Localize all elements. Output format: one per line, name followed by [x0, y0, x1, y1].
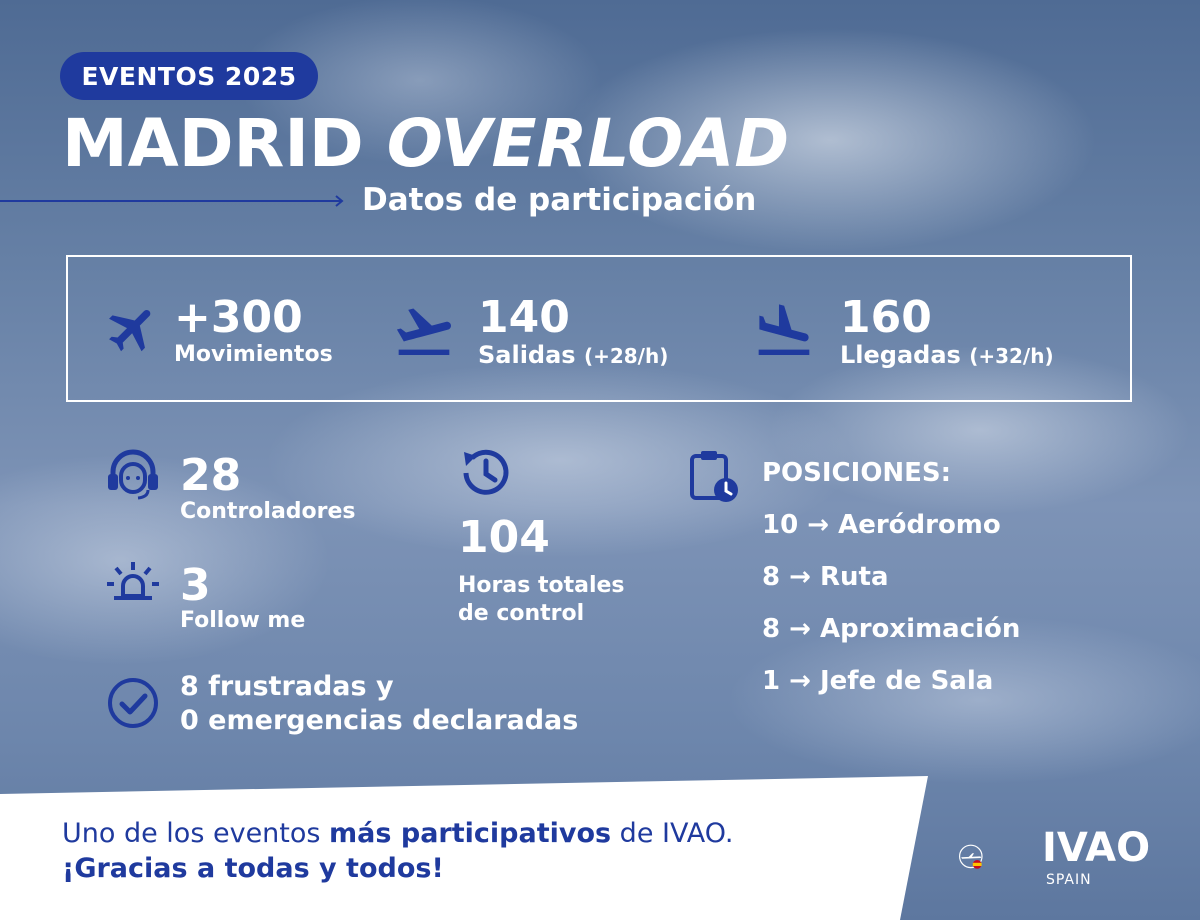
movements-value: +300	[174, 292, 303, 343]
subtitle-arrow-line	[0, 195, 344, 207]
footer-line1-post: de IVAO.	[611, 818, 734, 849]
departures-label: Salidas (+28/h)	[478, 341, 668, 370]
position-item-aproximacion: 8 → Aproximación	[762, 614, 1021, 644]
check-circle-icon	[108, 678, 158, 728]
departures-value: 140	[478, 292, 570, 343]
hours-label-line1: Horas totales	[458, 573, 625, 598]
arrivals-rate: (+32/h)	[969, 344, 1054, 368]
follow-me-label: Follow me	[180, 608, 306, 633]
movements-label: Movimientos	[174, 342, 333, 367]
history-clock-icon	[463, 449, 509, 495]
airplane-icon	[109, 309, 151, 352]
position-item-jefe-de-sala: 1 → Jefe de Sala	[762, 666, 994, 696]
subtitle: Datos de participación	[362, 182, 757, 218]
position-item-ruta: 8 → Ruta	[762, 562, 889, 592]
follow-me-value: 3	[180, 560, 211, 611]
ivao-logo-icon	[959, 844, 983, 869]
arrivals-value: 160	[840, 292, 932, 343]
footer-line1-bold: más participativos	[329, 818, 612, 849]
title-main: MADRID	[62, 105, 387, 182]
arrivals-label-text: Llegadas	[840, 341, 970, 369]
footer-line2: ¡Gracias a todas y todos!	[62, 853, 444, 884]
logo-region: SPAIN	[1046, 872, 1092, 888]
headset-icon	[108, 449, 158, 500]
footer-banner	[0, 776, 928, 920]
arrival-icon	[758, 304, 810, 355]
summary-box	[66, 255, 1132, 402]
footer-line1: Uno de los eventos más participativos de…	[62, 818, 733, 849]
hours-value: 104	[458, 512, 550, 563]
clipboard-clock-icon	[690, 451, 738, 502]
controllers-label: Controladores	[180, 499, 356, 524]
positions-title: POSICIONES:	[762, 458, 952, 488]
page-title: MADRID OVERLOAD	[62, 104, 789, 184]
title-italic: OVERLOAD	[386, 105, 790, 182]
position-item-aerodromo: 10 → Aeródromo	[762, 510, 1001, 540]
departures-rate: (+28/h)	[583, 344, 669, 368]
arrivals-label: Llegadas (+32/h)	[840, 341, 1054, 370]
departures-label-text: Salidas	[478, 341, 584, 369]
incidents-line2: 0 emergencias declaradas	[180, 705, 579, 736]
controllers-value: 28	[180, 450, 242, 501]
event-badge: EVENTOS 2025	[60, 52, 318, 100]
departure-icon	[396, 308, 451, 355]
hours-label-line2: de control	[458, 601, 585, 626]
incidents-line1: 8 frustradas y	[180, 671, 394, 702]
logo-name: IVAO	[1042, 825, 1151, 871]
beacon-light-icon	[107, 562, 159, 600]
footer-line1-pre: Uno de los eventos	[62, 818, 330, 849]
